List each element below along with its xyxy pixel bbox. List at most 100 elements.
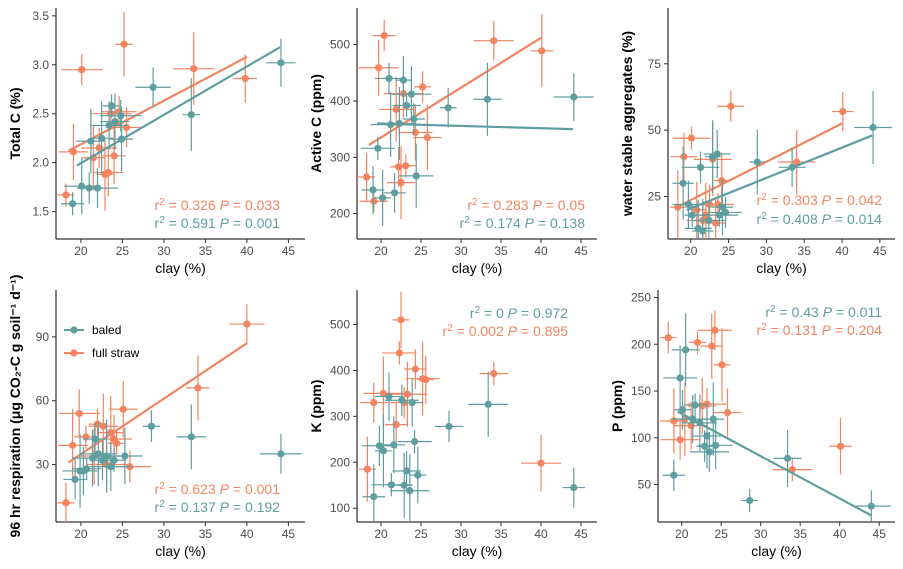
- data-point: [406, 487, 414, 495]
- stat-text: = 0.192: [229, 499, 280, 515]
- x-tick-label: 25: [116, 244, 130, 258]
- superscript: 2: [447, 323, 453, 334]
- stat-text: = 0.408: [767, 211, 822, 227]
- regression-line: [76, 46, 281, 167]
- data-point: [243, 320, 251, 328]
- data-point: [392, 421, 400, 429]
- y-tick-label: 150: [631, 384, 651, 398]
- data-point: [147, 422, 156, 430]
- data-point: [71, 475, 79, 484]
- data-point: [149, 83, 157, 91]
- stat-text: = 0.138: [534, 215, 585, 231]
- stat-text: = 0: [480, 305, 508, 321]
- data-point: [110, 152, 118, 160]
- p-symbol: P: [822, 211, 832, 227]
- data-point: [836, 442, 845, 450]
- data-point: [363, 173, 371, 181]
- legend-label: baled: [92, 323, 121, 337]
- y-tick-label: 30: [36, 458, 50, 472]
- data-point: [713, 150, 721, 158]
- p-symbol: P: [220, 197, 230, 213]
- data-point: [399, 76, 407, 84]
- data-point: [706, 200, 714, 209]
- stat-annotation: r2 = 0 P = 0.972: [470, 305, 568, 322]
- data-point: [69, 441, 77, 449]
- data-point: [379, 447, 387, 455]
- y-tick-label: 100: [330, 501, 350, 515]
- data-point: [370, 493, 378, 501]
- data-point: [538, 47, 546, 55]
- x-tick-label: 45: [873, 527, 887, 541]
- y-tick-label: 250: [631, 290, 651, 304]
- p-symbol: P: [220, 215, 230, 231]
- stat-text: r: [470, 305, 475, 321]
- stat-annotation: r2 = 0.591 P = 0.001: [155, 215, 281, 232]
- data-point: [78, 182, 86, 190]
- x-tick-label: 30: [157, 244, 171, 258]
- stat-text: = 0.283: [478, 197, 533, 213]
- data-point: [483, 95, 491, 103]
- data-point: [99, 422, 107, 430]
- data-point: [718, 361, 726, 369]
- data-point: [711, 326, 719, 334]
- regression-line: [67, 55, 248, 152]
- stat-text: = 0.042: [831, 192, 882, 208]
- data-point: [712, 219, 720, 227]
- data-point: [385, 74, 393, 83]
- data-point: [83, 465, 91, 473]
- data-point: [391, 189, 399, 197]
- data-point: [277, 450, 285, 458]
- y-tick-label: 300: [330, 150, 350, 164]
- y-axis-label: P (ppm): [609, 380, 625, 432]
- x-tick-label: 20: [74, 527, 88, 541]
- data-point: [693, 338, 702, 346]
- data-point: [411, 438, 419, 446]
- y-tick-label: 3.0: [32, 58, 49, 72]
- data-point: [422, 375, 430, 384]
- data-point: [392, 105, 400, 114]
- x-tick-label: 45: [574, 244, 588, 258]
- data-point: [87, 137, 95, 145]
- stat-text: = 0.174: [470, 215, 525, 231]
- series-baled: [672, 90, 892, 239]
- data-point: [676, 436, 684, 444]
- data-point: [112, 439, 121, 447]
- stat-text: = 0.05: [542, 197, 585, 213]
- x-tick-label: 40: [835, 244, 849, 258]
- data-point: [783, 454, 792, 462]
- regression-line: [678, 122, 843, 207]
- data-point: [398, 396, 406, 404]
- x-tick-label: 20: [74, 244, 88, 258]
- x-tick-label: 20: [675, 527, 689, 541]
- data-point: [721, 208, 730, 217]
- data-point: [839, 107, 847, 116]
- p-symbol: P: [220, 481, 230, 497]
- legend-label: full straw: [92, 346, 140, 360]
- stat-annotation: r2 = 0.283 P = 0.05: [467, 197, 585, 214]
- panel-6: 20 25 30 35 40 45 50 100 150 200 250 clay (%) P (ppm…: [609, 290, 895, 559]
- data-point: [701, 442, 709, 450]
- data-point: [403, 390, 411, 398]
- stat-annotation: r2 = 0.174 P = 0.138: [460, 215, 586, 232]
- y-tick-label: 300: [330, 409, 350, 423]
- p-symbol: P: [823, 304, 833, 320]
- data-point: [107, 463, 115, 471]
- data-point: [194, 384, 202, 392]
- y-tick-label: 200: [330, 455, 350, 469]
- p-symbol: P: [508, 323, 518, 339]
- data-point: [679, 179, 687, 187]
- x-tick-label: 20: [374, 527, 388, 541]
- x-tick-label: 35: [494, 527, 508, 541]
- superscript: 2: [761, 322, 767, 333]
- y-axis-label: Active C (ppm): [308, 74, 324, 173]
- data-point: [380, 32, 388, 40]
- data-point: [445, 422, 453, 431]
- series-full-straw: [57, 11, 257, 211]
- data-point: [375, 442, 383, 450]
- y-tick-label: 500: [330, 38, 350, 52]
- y-tick-label: 25: [648, 190, 662, 204]
- y-tick-label: 400: [330, 363, 350, 377]
- x-tick-label: 30: [754, 527, 768, 541]
- stat-annotation: r2 = 0.131 P = 0.204: [757, 322, 883, 339]
- data-point: [408, 398, 416, 407]
